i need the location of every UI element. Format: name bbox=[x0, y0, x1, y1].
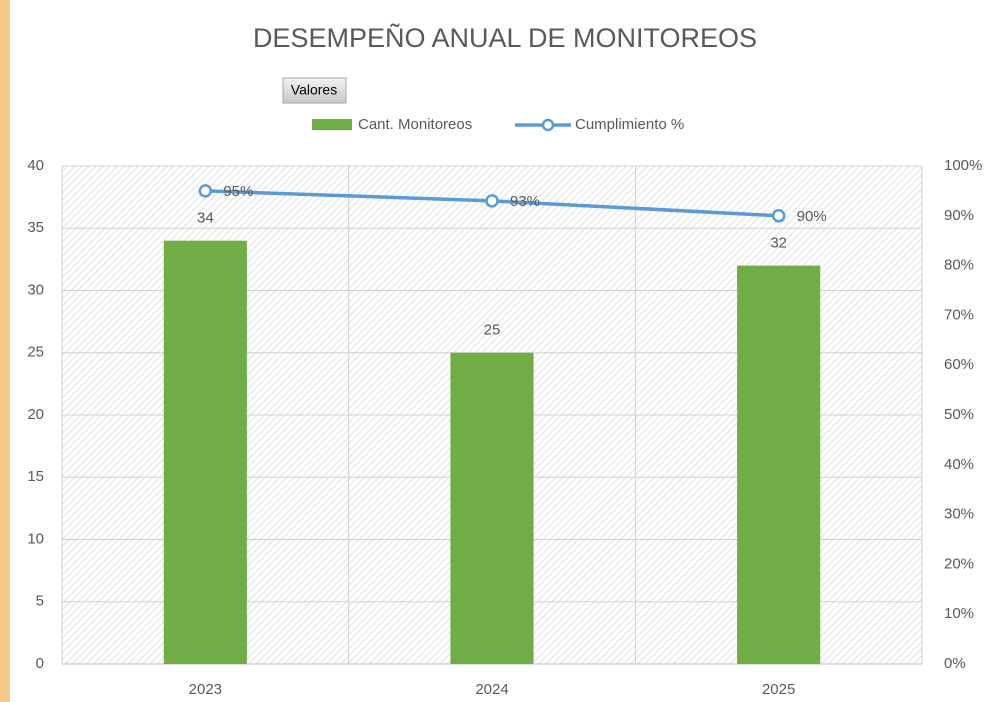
legend-label: Cumplimiento % bbox=[575, 116, 684, 133]
y2-tick-label: 40% bbox=[944, 456, 974, 473]
y2-tick-label: 80% bbox=[944, 257, 974, 274]
y-tick-label: 20 bbox=[27, 406, 44, 423]
legend-label: Cant. Monitoreos bbox=[358, 116, 472, 133]
y2-tick-label: 90% bbox=[944, 207, 974, 224]
y2-tick-label: 20% bbox=[944, 555, 974, 572]
bar-value-label: 34 bbox=[197, 210, 214, 227]
chart-title: DESEMPEÑO ANUAL DE MONITOREOS bbox=[253, 22, 757, 53]
y-tick-label: 40 bbox=[27, 157, 44, 174]
x-tick-label: 2023 bbox=[189, 681, 222, 698]
y-tick-label: 25 bbox=[27, 344, 44, 361]
bar bbox=[737, 265, 821, 664]
legend-swatch bbox=[312, 119, 352, 130]
y2-tick-label: 50% bbox=[944, 406, 974, 423]
y2-tick-label: 60% bbox=[944, 356, 974, 373]
line-value-label: 90% bbox=[797, 208, 827, 225]
y-tick-label: 30 bbox=[27, 281, 44, 298]
y-tick-label: 10 bbox=[27, 530, 44, 547]
field-button[interactable] bbox=[282, 77, 347, 104]
x-tick-label: 2025 bbox=[762, 681, 795, 698]
y2-tick-label: 70% bbox=[944, 306, 974, 323]
y-tick-label: 5 bbox=[36, 593, 44, 610]
y-tick-label: 35 bbox=[27, 219, 44, 236]
y2-tick-label: 30% bbox=[944, 506, 974, 523]
y-tick-label: 0 bbox=[36, 655, 44, 672]
y2-tick-label: 100% bbox=[944, 157, 982, 174]
x-tick-label: 2024 bbox=[475, 681, 508, 698]
field-button-label[interactable]: Valores bbox=[291, 82, 337, 98]
bar bbox=[163, 240, 247, 664]
y2-tick-label: 10% bbox=[944, 605, 974, 622]
line-value-label: 95% bbox=[223, 183, 253, 200]
bar-value-label: 25 bbox=[484, 322, 501, 339]
line-marker bbox=[198, 184, 213, 198]
line-marker bbox=[771, 209, 786, 223]
legend-swatch-marker bbox=[541, 118, 555, 132]
line-marker bbox=[485, 194, 499, 208]
bar bbox=[450, 352, 534, 664]
y-tick-label: 15 bbox=[27, 468, 44, 485]
bar-value-label: 32 bbox=[770, 235, 787, 252]
line-value-label: 93% bbox=[510, 193, 540, 210]
y2-tick-label: 0% bbox=[944, 655, 966, 672]
